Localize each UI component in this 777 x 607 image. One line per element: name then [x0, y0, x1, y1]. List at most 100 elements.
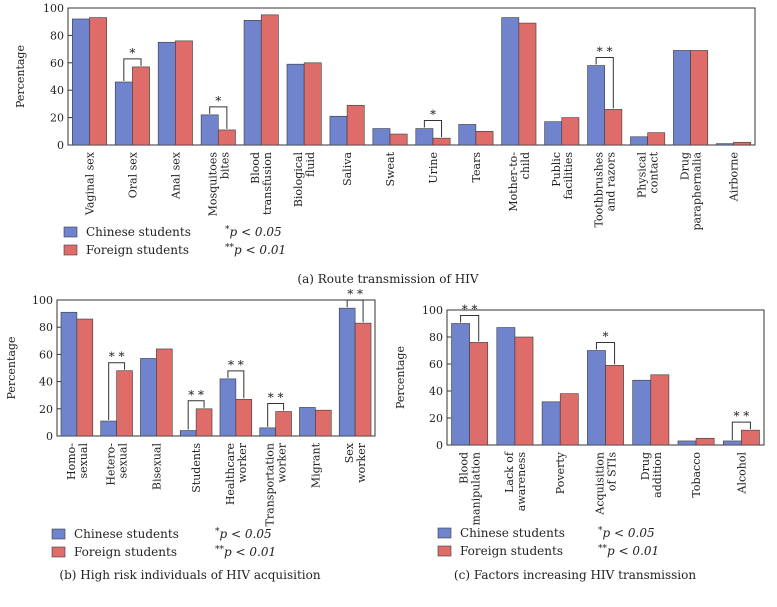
significance-bracket — [209, 106, 228, 129]
bar-chinese — [722, 440, 742, 446]
category-label: Hetero-sexual — [105, 443, 130, 486]
bar-chinese — [458, 124, 477, 146]
category-label: Drugparaphernalia — [679, 152, 704, 231]
legend-swatch-chinese — [437, 527, 452, 539]
bar-chinese — [299, 407, 316, 437]
bar-chinese — [415, 128, 434, 146]
bar-foreign — [303, 62, 322, 146]
category-label: Vaginal sex — [83, 151, 96, 216]
bar-foreign — [89, 17, 107, 146]
y-tick-label: 60 — [50, 57, 64, 70]
significance-bracket — [346, 299, 364, 323]
category-label: Sexworker — [343, 442, 368, 483]
bar-chinese — [243, 20, 262, 146]
significance-mark: * — [215, 94, 221, 108]
bar-foreign — [514, 336, 534, 446]
y-tick-label: 20 — [50, 112, 64, 125]
bar-foreign — [175, 40, 193, 146]
bar-foreign — [605, 365, 624, 446]
legend-label: Chinese students — [86, 225, 191, 239]
legend-swatch-chinese — [63, 226, 78, 238]
category-label: Publicfacilities — [550, 152, 575, 200]
y-tick-label: 80 — [50, 29, 64, 42]
bar-foreign — [647, 132, 666, 146]
bar-foreign — [741, 429, 760, 446]
bar-foreign — [156, 348, 173, 437]
bar-foreign — [690, 50, 709, 146]
bar-chinese — [496, 327, 516, 446]
category-label: Alcohol — [735, 452, 748, 495]
bar-chinese — [501, 17, 520, 146]
category-label: Tears — [470, 152, 483, 183]
y-tick-label: 80 — [39, 321, 53, 334]
bar-chinese — [140, 358, 157, 437]
bar-chinese — [338, 307, 356, 437]
significance-bracket — [423, 120, 443, 138]
category-label: Urine — [427, 152, 440, 184]
bar-foreign — [475, 131, 494, 146]
y-tick-label: 40 — [39, 376, 53, 389]
bar-foreign — [116, 370, 133, 437]
bar-chinese — [632, 379, 652, 446]
plot-frame — [56, 299, 376, 437]
legend-label: Chinese students — [74, 527, 179, 541]
category-label: Students — [190, 443, 203, 493]
significance-bracket — [460, 315, 480, 342]
category-label: Bloodmanipulation — [458, 452, 483, 525]
significance-mark: * * — [733, 409, 749, 423]
significance-mark: * — [129, 46, 135, 60]
category-label: Sweat — [384, 151, 397, 186]
bar-foreign — [604, 109, 623, 146]
category-label: Biologicalfluid — [292, 152, 317, 208]
significance-mark: * — [603, 330, 609, 344]
p-value-note: *p < 0.05 — [598, 526, 655, 540]
significance-mark: * * — [347, 287, 363, 301]
category-label: Mosquitoesbites — [206, 152, 231, 217]
category-label: Lack ofawareness — [503, 451, 528, 511]
y-tick-label: 100 — [43, 2, 64, 15]
y-tick-label: 0 — [436, 439, 443, 452]
category-label: Bloodtransfusion — [249, 152, 274, 215]
significance-bracket — [595, 342, 616, 365]
p-value-note: **p < 0.01 — [598, 544, 659, 558]
y-tick-label: 60 — [429, 358, 443, 371]
bar-chinese — [286, 63, 305, 146]
bar-chinese — [179, 430, 197, 437]
chart-caption: (c) Factors increasing HIV transmission — [454, 568, 696, 582]
category-label: Poverty — [554, 451, 567, 494]
chart-caption: (a) Route transmission of HIV — [297, 272, 478, 286]
legend-label: Foreign students — [460, 544, 563, 558]
bar-chinese — [541, 401, 561, 446]
bar-chinese — [587, 350, 606, 446]
significance-mark: * * — [109, 350, 125, 364]
bar-foreign — [217, 129, 236, 146]
significance-mark: * * — [268, 391, 284, 405]
bar-foreign — [518, 22, 537, 146]
category-label: Oral sex — [126, 151, 139, 198]
bar-chinese — [544, 121, 563, 146]
y-tick-label: 20 — [39, 403, 53, 416]
p-value-note: *p < 0.05 — [215, 527, 272, 541]
bar-chinese — [587, 65, 606, 146]
bar-chinese — [114, 81, 133, 146]
significance-mark: * * — [462, 303, 478, 317]
bar-foreign — [132, 66, 150, 146]
legend-swatch-foreign — [51, 546, 66, 558]
category-label: Mother-to-child — [507, 152, 532, 212]
bar-foreign — [346, 104, 365, 146]
significance-bracket — [123, 58, 142, 81]
bar-foreign — [650, 374, 670, 446]
bar-chinese — [451, 323, 470, 446]
bar-foreign — [695, 437, 715, 446]
category-label: Drugaddition — [639, 452, 664, 498]
category-label: Bisexual — [150, 443, 163, 491]
chart-b: 0 20 40 60 80 100 Percentage Homo-sexual Hetero-… — [5, 287, 376, 582]
significance-bracket — [731, 421, 751, 440]
significance-bracket — [227, 370, 245, 399]
bar-foreign — [275, 411, 292, 437]
legend-swatch-foreign — [437, 545, 452, 557]
y-axis-label: Percentage — [394, 346, 407, 409]
bar-foreign — [561, 117, 580, 146]
significance-bracket — [108, 362, 126, 421]
